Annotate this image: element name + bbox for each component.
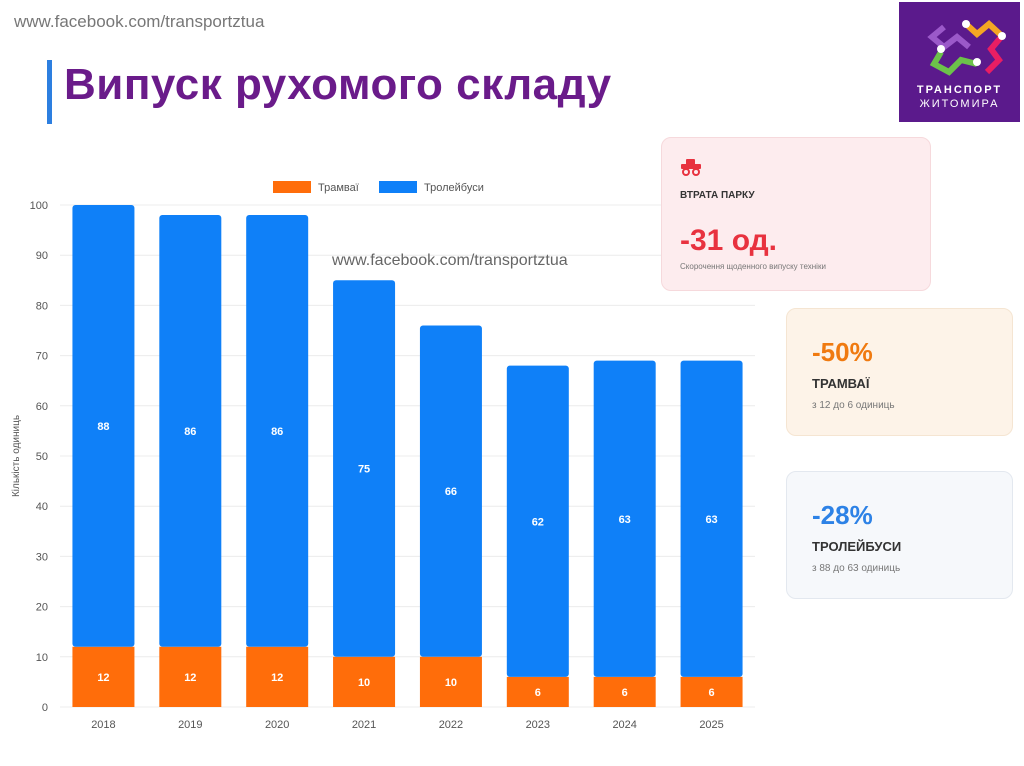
data-label: 63 <box>619 514 631 526</box>
y-tick-label: 80 <box>36 300 48 312</box>
x-tick-label: 2021 <box>352 719 376 731</box>
legend-label: Трамваї <box>318 182 359 194</box>
data-label: 66 <box>445 486 457 498</box>
bar-trams <box>246 646 309 707</box>
data-label: 6 <box>622 687 628 699</box>
y-tick-label: 30 <box>36 551 48 563</box>
card-sub: з 12 до 6 одиниць <box>812 400 895 411</box>
x-tick-label: 2023 <box>526 719 550 731</box>
y-tick-label: 100 <box>30 200 48 212</box>
legend-swatch <box>379 181 417 193</box>
bar-trolleybuses <box>419 325 482 657</box>
data-label: 63 <box>705 514 717 526</box>
bar-trams <box>593 676 656 707</box>
data-label: 86 <box>184 426 196 438</box>
legend-swatch <box>273 181 311 193</box>
card-value: -50% <box>812 337 873 367</box>
data-label: 75 <box>358 464 370 476</box>
x-tick-label: 2022 <box>439 719 463 731</box>
card-fleet-loss: ВТРАТА ПАРКУ -31 од. Скорочення щоденног… <box>661 137 931 291</box>
bar-trolleybuses <box>72 205 135 647</box>
page-title: Випуск рухомого складу <box>64 60 612 109</box>
logo-mark-icon <box>927 20 1006 76</box>
y-tick-label: 90 <box>36 250 48 262</box>
bar-trolleybuses <box>593 360 656 677</box>
bar-trolleybuses <box>246 215 309 647</box>
stacked-bar-chart: 0 10 20 30 40 50 60 70 80 90 100 Кількість одиниць 1… <box>11 181 755 731</box>
y-tick-label: 50 <box>36 451 48 463</box>
title-accent-bar <box>47 60 52 124</box>
data-label: 12 <box>184 672 196 684</box>
bar-trams <box>419 656 482 707</box>
logo-text-1: ТРАНСПОРТ <box>916 84 1003 96</box>
data-label: 10 <box>358 677 370 689</box>
x-tick-label: 2025 <box>699 719 723 731</box>
y-tick-label: 20 <box>36 602 48 614</box>
data-label: 10 <box>445 677 457 689</box>
data-label: 12 <box>97 672 109 684</box>
bar-trolleybuses <box>333 280 396 657</box>
data-label: 88 <box>97 421 109 433</box>
card-sub: з 88 до 63 одиниць <box>812 563 901 574</box>
x-tick-label: 2020 <box>265 719 289 731</box>
logo-text-2: ЖИТОМИРА <box>919 98 1000 110</box>
card-label: ТРАМВАЇ <box>812 376 870 391</box>
y-tick-label: 40 <box>36 501 48 513</box>
bar-trams <box>333 656 396 707</box>
y-tick-label: 0 <box>42 702 48 714</box>
y-axis-label: Кількість одиниць <box>11 415 22 497</box>
card-label: ВТРАТА ПАРКУ <box>680 190 755 201</box>
truck-icon <box>681 159 701 176</box>
bar-trams <box>680 676 743 707</box>
card-sub: Скорочення щоденного випуску техніки <box>680 262 826 271</box>
card-label: ТРОЛЕЙБУСИ <box>812 539 902 554</box>
x-tick-label: 2018 <box>91 719 115 731</box>
watermark: www.facebook.com/transportztua <box>14 12 265 31</box>
chart-watermark: www.facebook.com/transportztua <box>332 252 568 269</box>
bar-trolleybuses <box>159 215 222 647</box>
data-label: 6 <box>535 687 541 699</box>
legend-label: Тролейбуси <box>424 182 484 194</box>
bar-trams <box>159 646 222 707</box>
data-label: 62 <box>532 516 544 528</box>
data-label: 86 <box>271 426 283 438</box>
card-value: -28% <box>812 500 873 530</box>
y-tick-label: 70 <box>36 351 48 363</box>
bar-trolleybuses <box>506 365 569 677</box>
logo: ТРАНСПОРТ ЖИТОМИРА <box>899 2 1020 122</box>
data-label: 6 <box>709 687 715 699</box>
card-trolleybuses: -28% ТРОЛЕЙБУСИ з 88 до 63 одиниць <box>786 471 1013 599</box>
card-trams: -50% ТРАМВАЇ з 12 до 6 одиниць <box>786 308 1013 436</box>
bar-trolleybuses <box>680 360 743 677</box>
x-tick-label: 2019 <box>178 719 202 731</box>
card-value: -31 од. <box>680 224 778 257</box>
data-label: 12 <box>271 672 283 684</box>
bar-trams <box>506 676 569 707</box>
x-tick-label: 2024 <box>612 719 636 731</box>
bar-trams <box>72 646 135 707</box>
y-tick-label: 60 <box>36 401 48 413</box>
y-tick-label: 10 <box>36 652 48 664</box>
